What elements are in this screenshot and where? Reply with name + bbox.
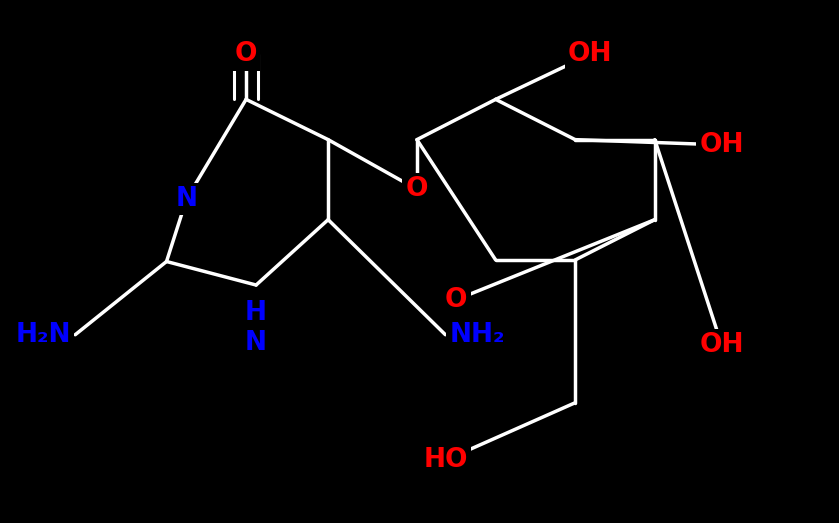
Text: NH₂: NH₂ [450, 322, 505, 348]
Text: OH: OH [700, 132, 744, 158]
Text: O: O [445, 287, 467, 313]
Text: H₂N: H₂N [16, 322, 71, 348]
Text: N: N [175, 186, 198, 212]
Text: OH: OH [568, 41, 612, 67]
Text: OH: OH [700, 332, 744, 358]
Text: O: O [406, 176, 428, 202]
Text: H
N: H N [245, 300, 267, 357]
Text: HO: HO [423, 447, 467, 473]
Text: O: O [235, 41, 258, 67]
